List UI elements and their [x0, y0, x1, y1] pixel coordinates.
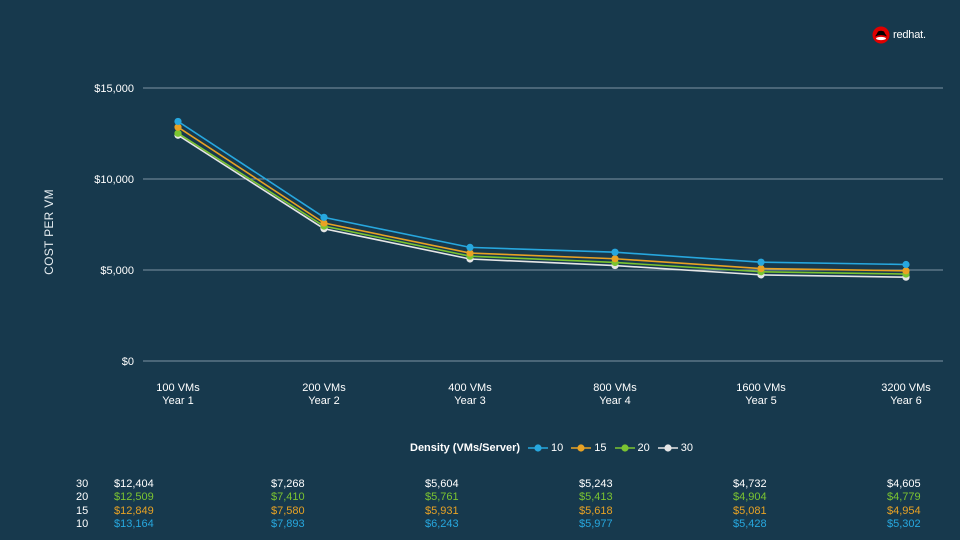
data-point	[611, 255, 619, 263]
data-point	[757, 258, 765, 266]
data-point	[174, 117, 182, 126]
data-point	[320, 213, 328, 221]
series-line	[177, 126, 907, 272]
table-cell: $5,243	[579, 478, 613, 490]
legend-label: 10	[551, 442, 564, 454]
legend-item: 20	[614, 442, 650, 454]
table-cell: $5,931	[425, 504, 459, 517]
table-cell: $7,410	[271, 491, 305, 504]
table-cell: $5,618	[579, 504, 613, 517]
legend-label: 20	[637, 442, 650, 454]
table-row: 30 $12,404 $7,268 $5,604 $5,243 $4,732 $4,605	[0, 478, 960, 491]
table-row: 20 $12,509 $7,410 $5,761 $5,413 $4,904 $4,779	[0, 491, 960, 504]
redhat-shadowman-icon	[872, 26, 890, 44]
table-row-label: 20	[76, 491, 89, 504]
data-point	[757, 264, 765, 273]
table-cell: $7,893	[271, 517, 305, 530]
x-tick-labels: 100 VMs Year 1 200 VMs Year 2 400 VMs Year 3 8…	[156, 382, 931, 407]
table-cell: $5,761	[425, 491, 459, 504]
grid-lines	[143, 87, 943, 362]
series-line	[177, 132, 907, 275]
data-point	[611, 248, 619, 256]
data-point	[902, 260, 910, 269]
table-cell: $4,954	[887, 504, 921, 517]
table-row: 10 $13,164 $7,893 $6,243 $5,977 $5,428 $5,302	[0, 518, 960, 531]
legend-item: 10	[528, 442, 563, 454]
legend-swatch-icon	[614, 444, 635, 452]
y-tick-labels: $15,000 $10,000 $5,000 $0	[94, 83, 134, 368]
y-axis-label: COST PER VM	[42, 189, 56, 275]
x-tick-label: 1600 VMs Year 5	[736, 382, 786, 407]
series-30	[174, 131, 910, 281]
table-cell: $5,604	[425, 478, 459, 490]
legend-item: 15	[571, 442, 607, 454]
legend-label: 15	[594, 442, 607, 454]
table-row-label: 10	[76, 517, 89, 530]
table-cell: $6,243	[425, 517, 459, 530]
y-tick-label: $5,000	[100, 265, 134, 277]
table-cell: $12,509	[114, 491, 154, 504]
x-tick-label: 800 VMs Year 4	[593, 382, 637, 407]
data-point	[174, 123, 182, 131]
data-point	[466, 243, 474, 251]
data-point	[902, 267, 910, 275]
legend-swatch-icon	[571, 444, 592, 452]
table-cell: $5,428	[733, 517, 767, 530]
table-cell: $7,580	[271, 504, 305, 517]
legend-title: Density (VMs/Server)	[410, 442, 521, 454]
table-cell: $13,164	[114, 517, 154, 530]
series-line	[177, 134, 907, 278]
data-point	[174, 129, 182, 137]
legend: Density (VMs/Server) 10 15 20 30	[410, 442, 701, 454]
series-line	[177, 120, 907, 266]
table-cell: $4,779	[887, 491, 921, 504]
table-cell: $12,849	[114, 504, 154, 517]
data-point	[466, 249, 474, 257]
redhat-logo: redhat.	[872, 26, 926, 44]
table-row: 15 $12,849 $7,580 $5,931 $5,618 $5,081 $4,954	[0, 505, 960, 518]
legend-label: 30	[680, 442, 694, 454]
table-cell: $12,404	[114, 478, 154, 490]
x-tick-label: 400 VMs Year 3	[448, 382, 492, 407]
x-tick-label: 200 VMs Year 2	[302, 382, 346, 407]
y-tick-label: $0	[122, 356, 134, 368]
table-row-label: 30	[76, 478, 89, 490]
table-cell: $5,302	[887, 517, 921, 530]
data-point	[320, 219, 328, 227]
table-cell: $4,605	[887, 478, 921, 490]
table-cell: $4,732	[733, 478, 767, 490]
legend-swatch-icon	[528, 444, 549, 452]
legend-swatch-icon	[657, 444, 678, 452]
table-cell: $5,413	[579, 491, 613, 504]
table-cell: $4,904	[733, 491, 767, 504]
x-tick-label: 100 VMs Year 1	[156, 382, 200, 407]
table-cell: $5,081	[733, 504, 767, 517]
y-tick-label: $15,000	[94, 83, 134, 95]
x-tick-label: 3200 VMs Year 6	[881, 382, 931, 407]
table-cell: $7,268	[271, 478, 305, 490]
table-cell: $5,977	[579, 517, 613, 530]
series-lines	[174, 117, 910, 281]
series-15	[174, 123, 910, 275]
table-row-label: 15	[76, 504, 89, 517]
series-10	[174, 117, 910, 269]
legend-item: 30	[657, 442, 694, 454]
logo-text: redhat.	[893, 29, 926, 41]
y-tick-label: $10,000	[94, 174, 134, 186]
